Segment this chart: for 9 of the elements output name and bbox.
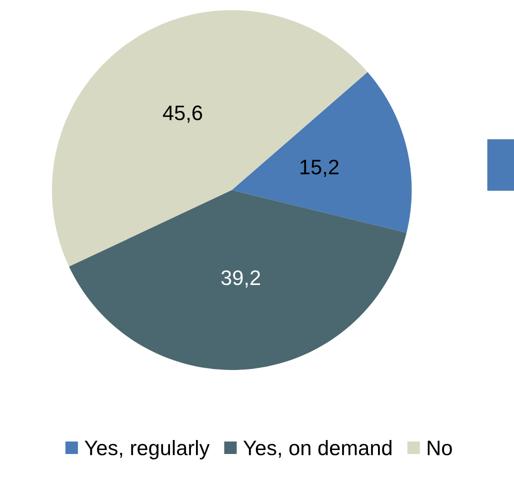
pie-slice [68, 190, 407, 370]
data-label: 39,2 [221, 270, 260, 288]
data-label: 45,6 [162, 106, 202, 123]
legend-label: No [428, 440, 452, 456]
data-label: 15,2 [300, 160, 338, 177]
pie-slice [232, 72, 412, 233]
legend-label: Yes, on demand [243, 440, 392, 458]
legend-label: Yes, regularly [84, 440, 210, 460]
pie-slice [52, 10, 368, 267]
